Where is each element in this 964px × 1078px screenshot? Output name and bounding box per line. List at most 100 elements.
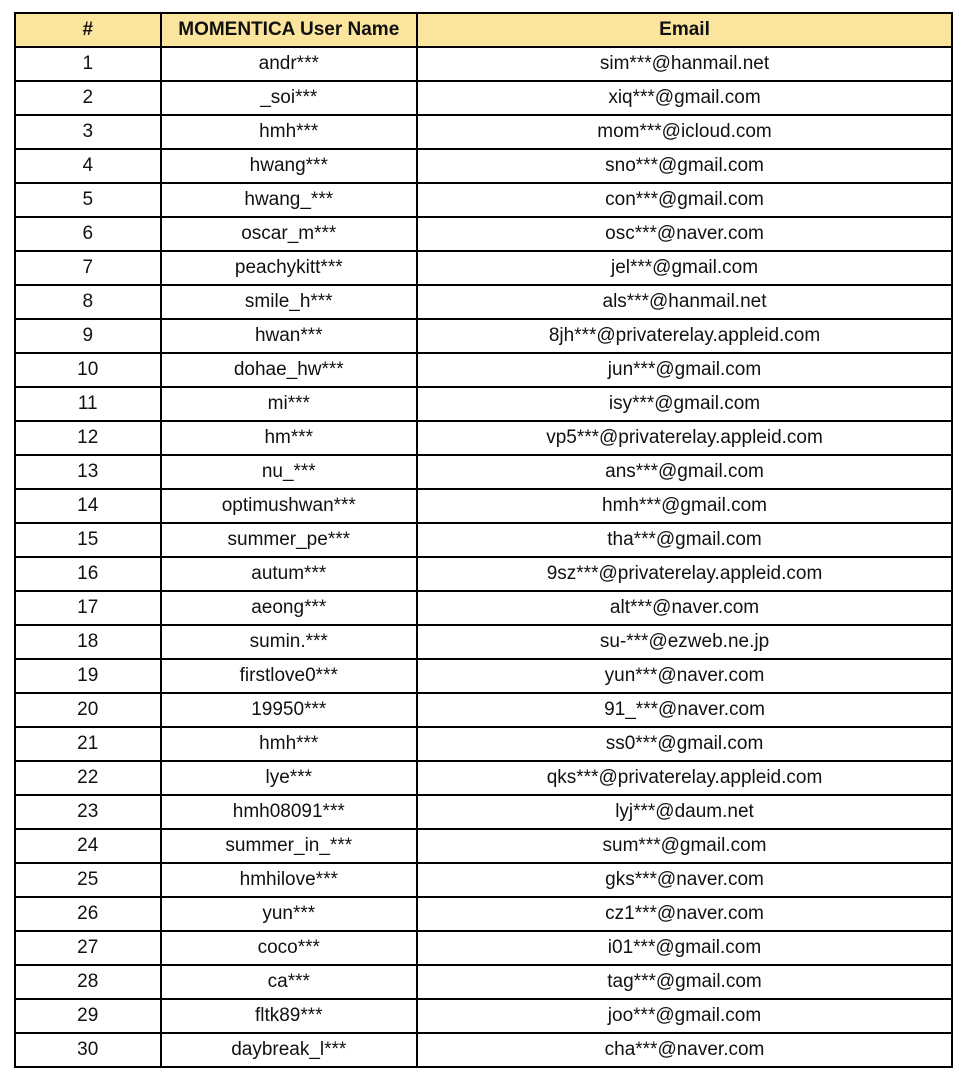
table-row: 29 fltk89*** joo***@gmail.com bbox=[14, 998, 953, 1034]
cell-number: 26 bbox=[14, 896, 162, 932]
table-row: 27 coco*** i01***@gmail.com bbox=[14, 930, 953, 966]
cell-email: ss0***@gmail.com bbox=[416, 726, 953, 762]
table-body: 1 andr*** sim***@hanmail.net 2 _soi*** xiq***… bbox=[14, 46, 953, 1068]
cell-user-name: hmh08091*** bbox=[159, 794, 419, 830]
cell-email: isy***@gmail.com bbox=[416, 386, 953, 422]
table-row: 26 yun*** cz1***@naver.com bbox=[14, 896, 953, 932]
table-row: 4 hwang*** sno***@gmail.com bbox=[14, 148, 953, 184]
cell-user-name: daybreak_l*** bbox=[159, 1032, 419, 1068]
cell-email: cha***@naver.com bbox=[416, 1032, 953, 1068]
cell-email: lyj***@daum.net bbox=[416, 794, 953, 830]
cell-number: 18 bbox=[14, 624, 162, 660]
table-row: 17 aeong*** alt***@naver.com bbox=[14, 590, 953, 626]
table-row: 16 autum*** 9sz***@privaterelay.appleid.co… bbox=[14, 556, 953, 592]
cell-email: qks***@privaterelay.appleid.com bbox=[416, 760, 953, 796]
table-row: 8 smile_h*** als***@hanmail.net bbox=[14, 284, 953, 320]
cell-email: sim***@hanmail.net bbox=[416, 46, 953, 82]
cell-number: 23 bbox=[14, 794, 162, 830]
cell-email: joo***@gmail.com bbox=[416, 998, 953, 1034]
table-row: 3 hmh*** mom***@icloud.com bbox=[14, 114, 953, 150]
table-row: 9 hwan*** 8jh***@privaterelay.appleid.com bbox=[14, 318, 953, 354]
cell-email: als***@hanmail.net bbox=[416, 284, 953, 320]
cell-number: 17 bbox=[14, 590, 162, 626]
cell-email: yun***@naver.com bbox=[416, 658, 953, 694]
cell-email: i01***@gmail.com bbox=[416, 930, 953, 966]
cell-number: 28 bbox=[14, 964, 162, 1000]
cell-user-name: oscar_m*** bbox=[159, 216, 419, 252]
cell-number: 10 bbox=[14, 352, 162, 388]
cell-user-name: firstlove0*** bbox=[159, 658, 419, 694]
cell-number: 14 bbox=[14, 488, 162, 524]
table-row: 14 optimushwan*** hmh***@gmail.com bbox=[14, 488, 953, 524]
cell-number: 9 bbox=[14, 318, 162, 354]
table-row: 20 19950*** 91_***@naver.com bbox=[14, 692, 953, 728]
cell-email: jel***@gmail.com bbox=[416, 250, 953, 286]
cell-email: 91_***@naver.com bbox=[416, 692, 953, 728]
table-row: 15 summer_pe*** tha***@gmail.com bbox=[14, 522, 953, 558]
header-number: # bbox=[14, 12, 162, 48]
cell-number: 7 bbox=[14, 250, 162, 286]
user-table: # MOMENTICA User Name Email 1 andr*** sim*… bbox=[14, 12, 953, 1068]
cell-user-name: hm*** bbox=[159, 420, 419, 456]
cell-user-name: optimushwan*** bbox=[159, 488, 419, 524]
cell-email: tag***@gmail.com bbox=[416, 964, 953, 1000]
table-row: 11 mi*** isy***@gmail.com bbox=[14, 386, 953, 422]
cell-number: 27 bbox=[14, 930, 162, 966]
cell-user-name: lye*** bbox=[159, 760, 419, 796]
table-row: 19 firstlove0*** yun***@naver.com bbox=[14, 658, 953, 694]
cell-email: xiq***@gmail.com bbox=[416, 80, 953, 116]
cell-number: 30 bbox=[14, 1032, 162, 1068]
cell-user-name: andr*** bbox=[159, 46, 419, 82]
cell-email: con***@gmail.com bbox=[416, 182, 953, 218]
cell-number: 16 bbox=[14, 556, 162, 592]
cell-number: 21 bbox=[14, 726, 162, 762]
cell-email: vp5***@privaterelay.appleid.com bbox=[416, 420, 953, 456]
cell-email: tha***@gmail.com bbox=[416, 522, 953, 558]
table-row: 25 hmhilove*** gks***@naver.com bbox=[14, 862, 953, 898]
cell-number: 29 bbox=[14, 998, 162, 1034]
table-row: 6 oscar_m*** osc***@naver.com bbox=[14, 216, 953, 252]
cell-user-name: peachykitt*** bbox=[159, 250, 419, 286]
cell-email: hmh***@gmail.com bbox=[416, 488, 953, 524]
table-row: 7 peachykitt*** jel***@gmail.com bbox=[14, 250, 953, 286]
cell-number: 22 bbox=[14, 760, 162, 796]
table-row: 22 lye*** qks***@privaterelay.appleid.com bbox=[14, 760, 953, 796]
header-row: # MOMENTICA User Name Email bbox=[14, 12, 953, 48]
cell-email: jun***@gmail.com bbox=[416, 352, 953, 388]
cell-number: 13 bbox=[14, 454, 162, 490]
cell-email: su-***@ezweb.ne.jp bbox=[416, 624, 953, 660]
cell-number: 2 bbox=[14, 80, 162, 116]
cell-number: 5 bbox=[14, 182, 162, 218]
table-row: 28 ca*** tag***@gmail.com bbox=[14, 964, 953, 1000]
cell-email: gks***@naver.com bbox=[416, 862, 953, 898]
cell-user-name: coco*** bbox=[159, 930, 419, 966]
cell-number: 1 bbox=[14, 46, 162, 82]
cell-user-name: hwang_*** bbox=[159, 182, 419, 218]
cell-number: 6 bbox=[14, 216, 162, 252]
cell-number: 19 bbox=[14, 658, 162, 694]
cell-user-name: hwan*** bbox=[159, 318, 419, 354]
cell-user-name: nu_*** bbox=[159, 454, 419, 490]
cell-number: 4 bbox=[14, 148, 162, 184]
cell-user-name: ca*** bbox=[159, 964, 419, 1000]
table-row: 2 _soi*** xiq***@gmail.com bbox=[14, 80, 953, 116]
cell-user-name: dohae_hw*** bbox=[159, 352, 419, 388]
header-email: Email bbox=[416, 12, 953, 48]
cell-email: 9sz***@privaterelay.appleid.com bbox=[416, 556, 953, 592]
cell-email: sum***@gmail.com bbox=[416, 828, 953, 864]
cell-number: 11 bbox=[14, 386, 162, 422]
cell-user-name: hwang*** bbox=[159, 148, 419, 184]
cell-user-name: autum*** bbox=[159, 556, 419, 592]
cell-user-name: aeong*** bbox=[159, 590, 419, 626]
cell-email: ans***@gmail.com bbox=[416, 454, 953, 490]
cell-user-name: summer_in_*** bbox=[159, 828, 419, 864]
cell-user-name: smile_h*** bbox=[159, 284, 419, 320]
table-row: 1 andr*** sim***@hanmail.net bbox=[14, 46, 953, 82]
cell-number: 12 bbox=[14, 420, 162, 456]
table-row: 13 nu_*** ans***@gmail.com bbox=[14, 454, 953, 490]
cell-email: mom***@icloud.com bbox=[416, 114, 953, 150]
cell-user-name: _soi*** bbox=[159, 80, 419, 116]
cell-number: 24 bbox=[14, 828, 162, 864]
cell-number: 15 bbox=[14, 522, 162, 558]
cell-number: 25 bbox=[14, 862, 162, 898]
